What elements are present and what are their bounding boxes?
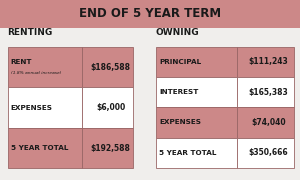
Text: RENTING: RENTING	[8, 28, 53, 37]
FancyBboxPatch shape	[156, 138, 237, 168]
FancyBboxPatch shape	[8, 128, 82, 168]
Text: $74,040: $74,040	[251, 118, 286, 127]
FancyBboxPatch shape	[156, 77, 237, 107]
Text: OWNING: OWNING	[156, 28, 200, 37]
FancyBboxPatch shape	[237, 77, 294, 107]
FancyBboxPatch shape	[0, 0, 300, 28]
Text: $165,383: $165,383	[248, 88, 288, 97]
Text: $192,588: $192,588	[91, 144, 130, 153]
FancyBboxPatch shape	[237, 107, 294, 138]
FancyBboxPatch shape	[8, 87, 82, 128]
Text: 5 YEAR TOTAL: 5 YEAR TOTAL	[11, 145, 68, 151]
FancyBboxPatch shape	[8, 47, 82, 87]
Text: $350,666: $350,666	[248, 148, 288, 157]
FancyBboxPatch shape	[237, 47, 294, 77]
FancyBboxPatch shape	[237, 138, 294, 168]
Text: 5 YEAR TOTAL: 5 YEAR TOTAL	[159, 150, 216, 156]
Text: RENT: RENT	[11, 59, 32, 65]
Text: EXPENSES: EXPENSES	[159, 119, 201, 125]
Text: PRINCIPAL: PRINCIPAL	[159, 59, 201, 65]
FancyBboxPatch shape	[156, 47, 237, 77]
Text: END OF 5 YEAR TERM: END OF 5 YEAR TERM	[79, 7, 221, 21]
FancyBboxPatch shape	[82, 128, 134, 168]
Text: INTEREST: INTEREST	[159, 89, 198, 95]
FancyBboxPatch shape	[156, 107, 237, 138]
Text: $111,243: $111,243	[248, 57, 288, 66]
FancyBboxPatch shape	[82, 87, 134, 128]
FancyBboxPatch shape	[82, 47, 134, 87]
Text: (1.8% annual increase): (1.8% annual increase)	[11, 71, 61, 75]
Text: $186,588: $186,588	[91, 62, 130, 71]
Text: EXPENSES: EXPENSES	[11, 105, 52, 111]
Text: $6,000: $6,000	[96, 103, 125, 112]
